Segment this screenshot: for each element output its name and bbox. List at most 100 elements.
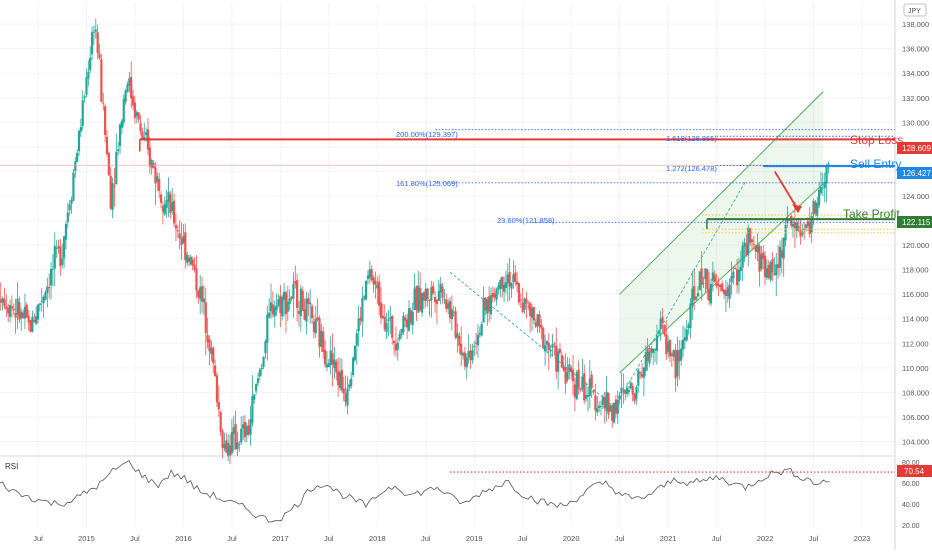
- candle-body: [143, 137, 146, 140]
- time-tick-label: 2015: [78, 534, 95, 543]
- candle-body: [161, 206, 165, 212]
- candle-body: [404, 317, 407, 321]
- candle-body: [299, 288, 302, 317]
- candle-body: [36, 304, 40, 320]
- candle-body: [383, 316, 386, 330]
- candle-body: [441, 287, 444, 298]
- candle-body: [227, 442, 230, 456]
- svg-text:JPY: JPY: [908, 8, 921, 15]
- candle-body: [297, 311, 301, 314]
- price-tick-label: 130.000: [902, 118, 929, 127]
- candle-body: [763, 255, 767, 278]
- candle-body: [469, 350, 472, 361]
- candle-body: [303, 309, 306, 320]
- candle-body: [25, 304, 28, 318]
- time-tick-label: 2023: [854, 534, 871, 543]
- candle-body: [286, 301, 289, 312]
- candle-body: [370, 269, 373, 281]
- candle-body: [14, 313, 17, 318]
- candle-body: [279, 295, 282, 313]
- candle-body: [314, 318, 317, 334]
- svg-text:122.115: 122.115: [902, 218, 931, 227]
- candle-body: [778, 246, 782, 268]
- candle-body: [40, 301, 43, 303]
- candle-body: [366, 275, 370, 280]
- candle-body: [547, 342, 550, 350]
- candle-body: [644, 352, 647, 372]
- candle-body: [803, 228, 806, 231]
- stop-loss-label: Stop Loss: [850, 133, 903, 147]
- candle-body: [605, 391, 608, 412]
- candle-body: [333, 359, 336, 369]
- time-tick-label: 2020: [563, 534, 580, 543]
- candle-body: [350, 378, 353, 387]
- candle-body: [342, 388, 345, 394]
- price-tick-label: 132.000: [902, 94, 929, 103]
- candle-body: [48, 287, 51, 289]
- candle-body: [357, 318, 360, 332]
- candle-body: [1, 298, 4, 303]
- candle-body: [687, 324, 690, 329]
- candle-body: [465, 357, 468, 368]
- candle-body: [269, 302, 273, 312]
- candle-body: [245, 426, 248, 436]
- candle-body: [217, 401, 220, 410]
- candle-body: [775, 264, 778, 276]
- candle-body: [171, 202, 174, 212]
- candle-body: [281, 296, 284, 317]
- candle-body: [452, 311, 455, 313]
- candle-body: [301, 290, 304, 311]
- candle-body: [693, 286, 696, 300]
- candle-body: [540, 325, 543, 329]
- candle-body: [663, 324, 666, 335]
- candle-body: [583, 373, 586, 401]
- candle-body: [312, 321, 316, 333]
- candle-body: [320, 330, 323, 347]
- candle-body: [400, 328, 403, 335]
- time-axis[interactable]: Jul 2015 Jul 2016 Jul 2017 Jul 2018 Jul 2019 Jul 20…: [33, 534, 870, 543]
- candle-body: [735, 269, 739, 286]
- candle-body: [551, 344, 554, 348]
- candle-body: [109, 175, 112, 209]
- candle-body: [721, 283, 724, 292]
- candle-body: [506, 274, 509, 284]
- channel-fill: [619, 91, 824, 373]
- candle-body: [646, 348, 649, 362]
- candle-body: [61, 258, 64, 265]
- candle-body: [44, 292, 47, 300]
- candle-body: [253, 394, 256, 400]
- candle-body: [620, 387, 623, 394]
- candle-body: [657, 330, 660, 334]
- candle-body: [62, 236, 66, 259]
- time-tick-label: Jul: [809, 534, 819, 543]
- candle-body: [771, 258, 774, 273]
- candle-body: [27, 315, 30, 323]
- candle-body: [178, 233, 181, 239]
- candle-body: [193, 264, 196, 270]
- candle-body: [413, 288, 416, 310]
- ext-1272-label: 1.272(126.478): [666, 164, 717, 173]
- candle-body: [542, 327, 545, 348]
- candle-body: [611, 405, 614, 421]
- candle-body: [516, 281, 519, 285]
- candle-body: [428, 299, 431, 302]
- price-axis[interactable]: 138.000136.000134.000132.000130.000128.0…: [902, 20, 929, 446]
- currency-badge[interactable]: JPY: [903, 3, 927, 17]
- candle-body: [419, 288, 422, 311]
- candle-body: [437, 291, 440, 302]
- candle-body: [616, 400, 619, 414]
- candle-body: [456, 333, 459, 339]
- candle-body: [760, 253, 763, 269]
- candle-body: [365, 281, 368, 300]
- candle-body: [337, 371, 340, 386]
- candle-body: [489, 295, 493, 315]
- time-tick-label: 2021: [660, 534, 677, 543]
- candle-body: [685, 329, 688, 341]
- candle-body: [284, 292, 288, 315]
- candle-body: [79, 126, 82, 132]
- candle-body: [758, 245, 761, 272]
- time-tick-label: Jul: [712, 534, 722, 543]
- fib-236-label: 23.60%(121.858): [497, 216, 555, 225]
- candle-body: [152, 163, 155, 169]
